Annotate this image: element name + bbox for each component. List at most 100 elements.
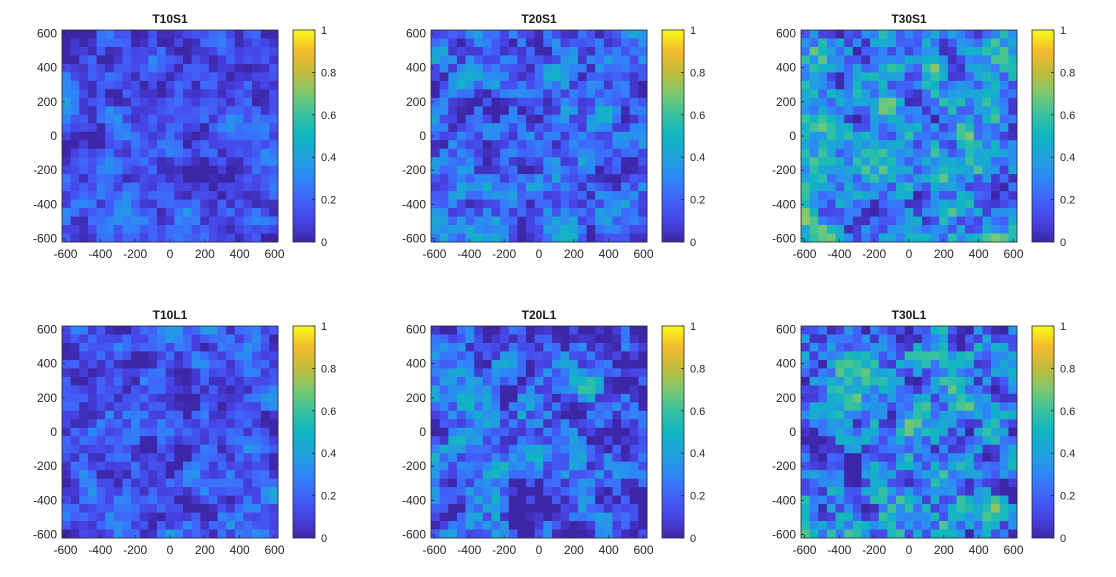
heatmap-cell — [603, 165, 613, 175]
x-tick-label: -600 — [53, 247, 77, 261]
y-tick-label: 400 — [37, 357, 57, 371]
heatmap-cell — [113, 529, 123, 539]
heatmap-cell — [260, 393, 270, 403]
heatmap-cell — [930, 453, 940, 463]
heatmap-cell — [569, 436, 579, 446]
heatmap-cell — [904, 38, 914, 48]
heatmap-cell — [157, 114, 167, 124]
heatmap-cell — [1008, 80, 1018, 90]
heatmap-cell — [200, 427, 210, 437]
heatmap-cell — [208, 368, 218, 378]
heatmap-cell — [947, 334, 957, 344]
heatmap-cell — [79, 80, 89, 90]
heatmap-cell — [174, 225, 184, 234]
heatmap-cell — [638, 140, 648, 150]
heatmap-cell — [818, 342, 828, 352]
heatmap-cell — [973, 191, 983, 200]
heatmap-cell — [87, 216, 97, 226]
heatmap-cell — [157, 359, 167, 369]
heatmap-cell — [629, 233, 639, 243]
heatmap-cell — [991, 521, 1001, 530]
heatmap-cell — [921, 512, 931, 522]
heatmap-cell — [551, 512, 561, 522]
heatmap-cell — [577, 326, 587, 335]
heatmap-cell — [131, 427, 141, 437]
heatmap-cell — [482, 63, 492, 73]
heatmap-cell — [448, 504, 458, 513]
heatmap-cell — [191, 80, 201, 90]
heatmap-cell — [62, 368, 72, 378]
heatmap-cell — [465, 55, 475, 65]
heatmap-cell — [999, 495, 1009, 505]
heatmap-cell — [113, 419, 123, 429]
heatmap-cell — [569, 410, 579, 420]
heatmap-cell — [252, 504, 262, 513]
heatmap-cell — [491, 233, 501, 243]
heatmap-cell — [991, 38, 1001, 48]
heatmap-cell — [96, 199, 106, 209]
heatmap-cell — [122, 55, 132, 65]
heatmap-cell — [448, 216, 458, 226]
heatmap-cell — [826, 80, 836, 90]
heatmap-cell — [517, 38, 527, 48]
heatmap-cell — [999, 393, 1009, 403]
heatmap-cell — [870, 402, 880, 412]
heatmap-cell — [577, 359, 587, 369]
heatmap-cell — [139, 225, 149, 234]
heatmap-cell — [79, 89, 89, 99]
heatmap-cell — [79, 182, 89, 192]
heatmap-cell — [534, 487, 544, 496]
heatmap-cell — [569, 46, 579, 56]
heatmap-cell — [182, 402, 192, 412]
heatmap-cell — [165, 55, 175, 65]
heatmap-cell — [456, 225, 466, 234]
heatmap-cell — [887, 470, 897, 480]
heatmap-cell — [70, 504, 80, 513]
heatmap-cell — [586, 444, 596, 454]
heatmap-cell — [191, 368, 201, 378]
heatmap-cell — [818, 131, 828, 141]
heatmap-cell — [491, 453, 501, 463]
heatmap-cell — [595, 114, 605, 124]
heatmap-cell — [182, 529, 192, 539]
heatmap-cell — [465, 521, 475, 530]
heatmap-cell — [956, 326, 966, 335]
heatmap-cell — [439, 114, 449, 124]
heatmap-cell — [612, 38, 622, 48]
heatmap-cell — [105, 114, 115, 124]
heatmap-cell — [448, 368, 458, 378]
heatmap-cell — [965, 470, 975, 480]
heatmap-cell — [543, 174, 553, 184]
heatmap-cell — [191, 225, 201, 234]
colorbar-tick-label: 1 — [1060, 25, 1066, 37]
heatmap-cell — [208, 529, 218, 539]
heatmap-cell — [157, 402, 167, 412]
heatmap-cell — [930, 38, 940, 48]
heatmap-cell — [174, 529, 184, 539]
heatmap-cell — [439, 63, 449, 73]
heatmap-cell — [801, 233, 811, 243]
heatmap-cell — [113, 385, 123, 395]
heatmap-cell — [465, 487, 475, 496]
heatmap-cell — [174, 97, 184, 107]
heatmap-cell — [852, 427, 862, 437]
heatmap-cell — [191, 351, 201, 361]
heatmap-cell — [191, 402, 201, 412]
heatmap-cell — [551, 495, 561, 505]
heatmap-cell — [543, 140, 553, 150]
heatmap-cell — [269, 351, 279, 361]
heatmap-cell — [208, 470, 218, 480]
heatmap-cell — [965, 97, 975, 107]
heatmap-cell — [165, 504, 175, 513]
heatmap-cell — [157, 208, 167, 217]
colorbar-tick-label: 0.8 — [321, 363, 336, 375]
heatmap-cell — [252, 495, 262, 505]
heatmap-cell — [861, 97, 871, 107]
heatmap-cell — [191, 342, 201, 352]
y-tick-label: 600 — [776, 322, 796, 336]
heatmap-cell — [87, 89, 97, 99]
heatmap-cell — [87, 393, 97, 403]
heatmap-cell — [801, 359, 811, 369]
heatmap-cell — [62, 453, 72, 463]
heatmap-cell — [157, 106, 167, 116]
